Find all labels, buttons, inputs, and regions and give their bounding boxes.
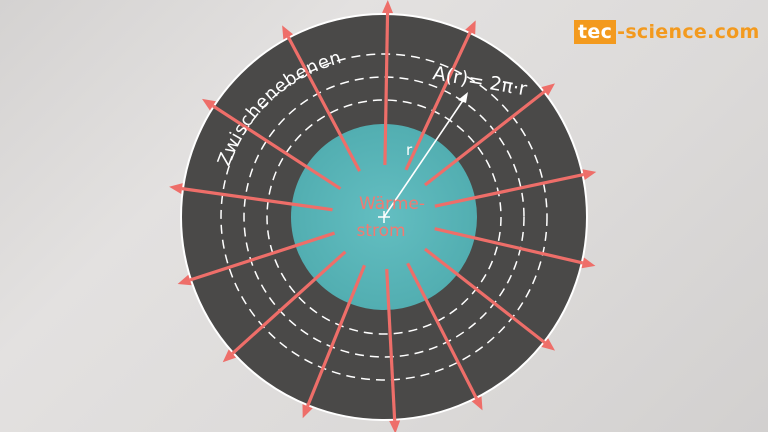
heat-arrow-shaft-5: [434, 227, 584, 265]
heat-arrow-head-6: [541, 338, 555, 351]
heat-arrow-shaft-12: [181, 187, 333, 212]
logo-text: -science.com: [617, 21, 760, 43]
flow-label-line1: Wärme-: [359, 194, 425, 214]
heat-arrow-head-5: [581, 257, 596, 269]
heat-arrow-shaft-4: [434, 173, 584, 208]
heat-arrow-shaft-1: [383, 13, 390, 166]
heat-arrow-head-3: [541, 83, 555, 96]
radius-arrowhead: [458, 92, 468, 103]
heat-arrow-head-7: [471, 396, 483, 411]
heat-arrow-head-9: [302, 404, 313, 419]
heat-arrow-head-14: [282, 25, 294, 40]
heat-arrow-head-8: [389, 420, 401, 432]
heat-arrow-head-11: [177, 274, 192, 286]
tec-science-logo: tec -science.com: [574, 20, 760, 44]
heat-arrow-shaft-13: [212, 104, 342, 191]
logo-mark: tec: [574, 20, 617, 44]
interlayer-circle-2: [243, 76, 525, 358]
heat-arrow-shaft-3: [423, 90, 546, 187]
heat-arrow-head-1: [382, 0, 394, 14]
heat-arrow-head-12: [169, 183, 183, 195]
heat-arrow-shaft-14: [286, 36, 362, 172]
heat-flow-arrows: [169, 0, 597, 432]
heat-arrow-shaft-6: [423, 247, 546, 344]
heat-arrow-shaft-9: [306, 264, 367, 407]
heat-arrow-head-4: [582, 169, 597, 180]
interlayer-circle-1: [266, 99, 502, 335]
heat-arrow-shaft-11: [189, 231, 336, 282]
heat-arrow-shaft-8: [385, 268, 397, 421]
radius-label: r: [406, 141, 413, 159]
interlayer-circle-3: [220, 53, 548, 381]
heat-arrow-head-10: [222, 349, 237, 363]
heat-arrow-shaft-2: [404, 31, 472, 171]
heat-arrow-shaft-10: [231, 250, 347, 355]
heat-arrow-head-13: [202, 98, 216, 111]
radius-line: [383, 95, 467, 218]
heat-arrow-head-2: [465, 20, 476, 35]
heat-arrow-shaft-7: [406, 262, 479, 400]
interlayer-circles: [220, 53, 548, 381]
flow-label-line2: strom: [356, 221, 405, 241]
